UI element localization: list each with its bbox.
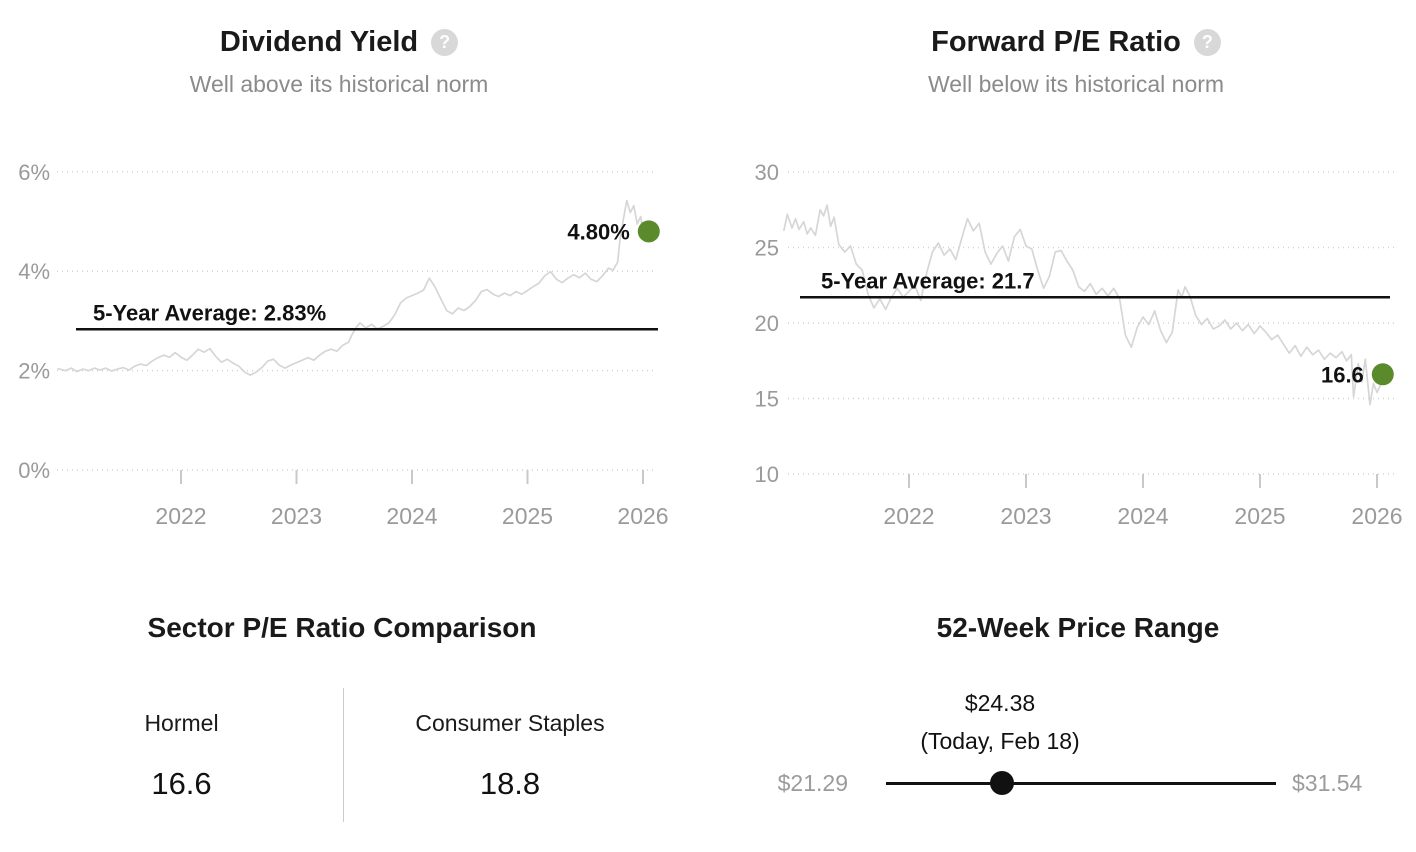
range-low-label: $21.29	[777, 770, 848, 796]
x-axis-label: 2026	[617, 503, 668, 529]
question-mark-glyph: ?	[439, 32, 451, 52]
x-axis-label: 2026	[1351, 503, 1402, 529]
y-axis-label: 4%	[18, 259, 50, 284]
y-axis-label: 30	[755, 160, 779, 185]
current-value-dot	[637, 220, 660, 243]
current-value-label: 16.6	[1321, 362, 1364, 387]
comparison-value: 18.8	[479, 766, 541, 801]
range-high-label: $31.54	[1292, 770, 1363, 796]
x-axis-label: 2022	[883, 503, 934, 529]
chart-title: Forward P/E Ratio	[931, 26, 1181, 58]
comparison-label: Consumer Staples	[415, 710, 605, 736]
price-range-panel: 52-Week Price Range $24.38 (Today, Feb 1…	[708, 560, 1416, 852]
comparison-value: 16.6	[151, 766, 212, 801]
x-axis-label: 2025	[502, 503, 553, 529]
comparison-label: Hormel	[144, 710, 219, 736]
comparison-table: Hormel 16.6 Consumer Staples 18.8	[20, 688, 676, 822]
chart-header: Forward P/E Ratio ?	[722, 26, 1416, 59]
price-range-handle	[990, 771, 1014, 795]
forward-pe-panel: Forward P/E Ratio ? Well below its histo…	[708, 0, 1416, 560]
current-price-label: $24.38	[964, 690, 1036, 716]
help-icon[interactable]: ?	[431, 29, 459, 56]
y-axis-label: 10	[755, 462, 779, 487]
comparison-column-sector: Consumer Staples 18.8	[343, 688, 676, 822]
price-range-track	[886, 782, 1276, 785]
chart-subtitle: Well above its historical norm	[189, 71, 489, 97]
y-axis-label: 25	[755, 236, 779, 261]
y-axis-label: 2%	[18, 359, 50, 384]
y-axis-label: 20	[755, 311, 779, 336]
help-icon[interactable]: ?	[1193, 29, 1221, 56]
x-axis-label: 2024	[1117, 503, 1168, 529]
series-line	[782, 204, 1384, 406]
y-axis-label: 0%	[18, 458, 50, 483]
dividend-yield-chart: 0% 2% 4% 6% 2022 2023 2024 2025 2026 5-Year Avera…	[18, 160, 668, 529]
x-axis-label: 2024	[386, 503, 437, 529]
series-line	[57, 199, 650, 376]
x-axis-label: 2023	[271, 503, 322, 529]
chart-subtitle: Well below its historical norm	[927, 71, 1225, 97]
current-value-label: 4.80%	[567, 219, 629, 244]
average-label: 5-Year Average: 21.7	[821, 268, 1035, 293]
current-value-dot	[1371, 363, 1394, 386]
y-axis-label: 15	[755, 387, 779, 412]
current-date-label: (Today, Feb 18)	[920, 728, 1080, 754]
sector-pe-comparison-panel: Sector P/E Ratio Comparison Hormel 16.6 …	[0, 560, 708, 852]
y-axis-label: 6%	[18, 160, 50, 185]
chart-title: Dividend Yield	[219, 26, 419, 58]
x-axis-label: 2022	[155, 503, 206, 529]
dividend-yield-panel: Dividend Yield ? Well above its historic…	[0, 0, 708, 560]
question-mark-glyph: ?	[1201, 32, 1213, 52]
section-title: Sector P/E Ratio Comparison	[147, 612, 537, 643]
x-axis-label: 2023	[1000, 503, 1051, 529]
x-axis-label: 2025	[1234, 503, 1285, 529]
average-label: 5-Year Average: 2.83%	[93, 300, 326, 325]
section-title: 52-Week Price Range	[936, 612, 1220, 643]
comparison-column-hormel: Hormel 16.6	[20, 688, 343, 822]
chart-header: Dividend Yield ?	[0, 26, 693, 59]
